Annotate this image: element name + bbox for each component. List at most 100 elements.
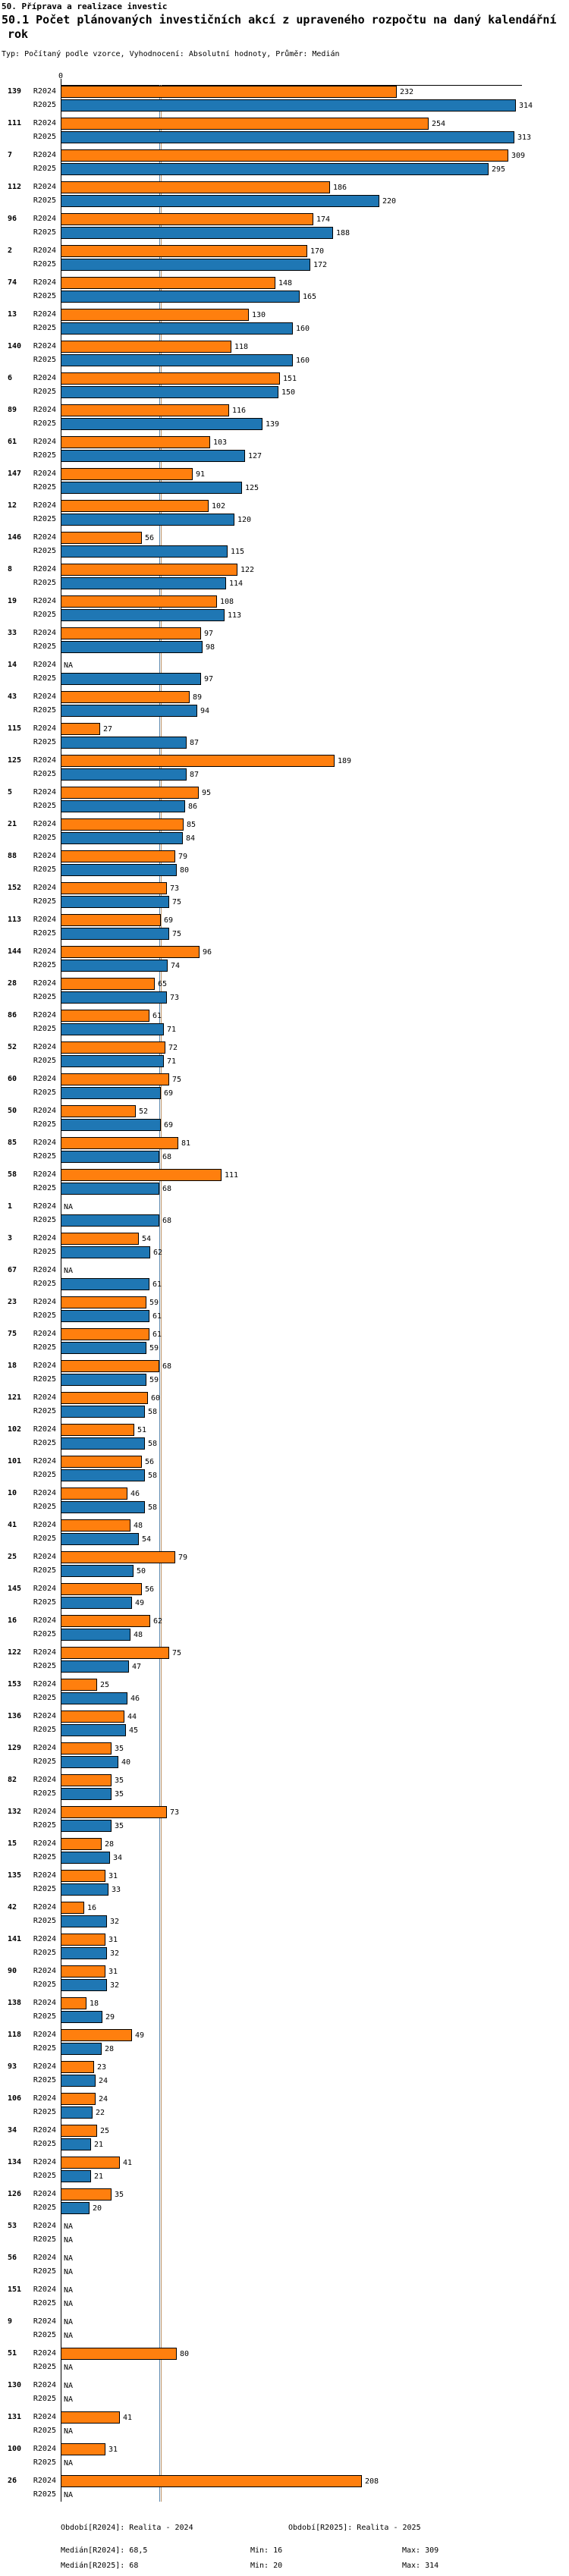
- series-row-label-r2024: R2024: [33, 1234, 56, 1242]
- bar-value-label: 50: [137, 1567, 146, 1575]
- bar-r2024: [61, 2188, 112, 2201]
- bar-value-label: 49: [135, 2031, 145, 2040]
- series-row-label-r2024: R2024: [33, 916, 56, 924]
- bar-value-label: 29: [105, 2013, 115, 2022]
- group-label: 8: [8, 565, 13, 573]
- na-value-label: NA: [64, 2332, 74, 2340]
- stat-min-r2024: Min: 16: [250, 2546, 283, 2555]
- bar-group: 82 R2024 35 R2025 35: [0, 1774, 569, 1806]
- bar-value-label: 51: [137, 1426, 147, 1434]
- group-label: 28: [8, 979, 17, 988]
- series-row-label-r2024: R2024: [33, 2445, 56, 2453]
- series-row-label-r2024: R2024: [33, 501, 56, 510]
- bar-r2024: [61, 1647, 169, 1659]
- na-value-label: NA: [64, 2286, 74, 2295]
- bar-group: 121 R2024 60 R2025 58: [0, 1392, 569, 1424]
- bar-group: 129 R2024 35 R2025 40: [0, 1742, 569, 1774]
- bar-r2025: [61, 1565, 134, 1577]
- bar-r2025: [61, 705, 197, 717]
- bar-value-label: 102: [212, 502, 226, 510]
- bar-value-label: 25: [100, 2127, 110, 2135]
- bar-r2025: [61, 1278, 149, 1290]
- bar-group: 33 R2024 97 R2025 98: [0, 627, 569, 659]
- bar-value-label: 254: [432, 120, 446, 128]
- stat-min-r2025: Min: 20: [250, 2562, 283, 2570]
- bar-value-label: 69: [164, 916, 174, 925]
- group-label: 52: [8, 1043, 17, 1051]
- bar-r2025: [61, 2106, 93, 2119]
- group-label: 75: [8, 1330, 17, 1338]
- bar-value-label: 188: [336, 229, 351, 237]
- bar-r2025: [61, 1214, 159, 1227]
- bar-value-label: 73: [170, 994, 180, 1002]
- bar-value-label: 48: [134, 1631, 143, 1639]
- series-row-label-r2024: R2024: [33, 183, 56, 191]
- bar-value-label: 58: [148, 1440, 158, 1448]
- bar-value-label: 170: [310, 247, 325, 256]
- bar-r2024: [61, 1583, 142, 1595]
- series-row-label-r2024: R2024: [33, 2317, 56, 2326]
- series-row-label-r2024: R2024: [33, 2413, 56, 2421]
- bar-value-label: 186: [333, 184, 347, 192]
- series-row-label-r2024: R2024: [33, 1553, 56, 1561]
- series-row-label-r2024: R2024: [33, 278, 56, 287]
- series-row-label-r2024: R2024: [33, 2349, 56, 2358]
- series-row-label-r2025: R2025: [33, 993, 56, 1001]
- bar-r2025: [61, 928, 169, 940]
- series-row-label-r2025: R2025: [33, 196, 56, 205]
- bar-group: 51 R2024 80 R2025 NA: [0, 2348, 569, 2380]
- series-row-label-r2024: R2024: [33, 1107, 56, 1115]
- bar-value-label: 23: [97, 2063, 107, 2072]
- bar-value-label: 31: [108, 1872, 118, 1880]
- series-row-label-r2025: R2025: [33, 1853, 56, 1861]
- bar-group: 135 R2024 31 R2025 33: [0, 1870, 569, 1902]
- series-row-label-r2024: R2024: [33, 1967, 56, 1975]
- bar-group: 5 R2024 95 R2025 86: [0, 787, 569, 818]
- bar-value-label: 68: [162, 1217, 172, 1225]
- series-row-label-r2025: R2025: [33, 1758, 56, 1766]
- series-row-label-r2025: R2025: [33, 324, 56, 332]
- group-label: 140: [8, 342, 22, 350]
- series-row-label-r2025: R2025: [33, 388, 56, 396]
- bar-group: 12 R2024 102 R2025 120: [0, 500, 569, 532]
- bar-value-label: 46: [130, 1695, 140, 1703]
- bar-r2025: [61, 1310, 149, 1322]
- bar-group: 118 R2024 49 R2025 28: [0, 2029, 569, 2061]
- bar-value-label: 62: [153, 1249, 163, 1257]
- bar-group: 113 R2024 69 R2025 75: [0, 914, 569, 946]
- series-row-label-r2025: R2025: [33, 1503, 56, 1511]
- series-row-label-r2025: R2025: [33, 419, 56, 428]
- bar-value-label: 75: [172, 1649, 182, 1657]
- bar-value-label: 58: [148, 1408, 158, 1416]
- bar-group: 146 R2024 56 R2025 115: [0, 532, 569, 564]
- bar-group: 34 R2024 25 R2025 21: [0, 2125, 569, 2157]
- bar-group: 132 R2024 73 R2025 35: [0, 1806, 569, 1838]
- series-row-label-r2024: R2024: [33, 852, 56, 860]
- bar-value-label: 86: [188, 803, 198, 811]
- bar-group: 130 R2024 NA R2025 NA: [0, 2380, 569, 2411]
- bar-value-label: 97: [204, 630, 214, 638]
- series-row-label-r2024: R2024: [33, 884, 56, 892]
- series-row-label-r2025: R2025: [33, 2331, 56, 2339]
- bar-r2025: [61, 1883, 108, 1896]
- bar-value-label: 89: [193, 693, 203, 702]
- bar-value-label: 41: [123, 2159, 133, 2167]
- bar-value-label: 130: [252, 311, 266, 319]
- series-row-label-r2025: R2025: [33, 1280, 56, 1288]
- bar-r2025: [61, 195, 379, 207]
- group-label: 7: [8, 151, 13, 159]
- bar-value-label: 35: [115, 2191, 124, 2199]
- bar-r2025: [61, 131, 514, 143]
- bar-value-label: 81: [181, 1139, 191, 1148]
- bar-value-label: 96: [203, 948, 212, 957]
- series-row-label-r2024: R2024: [33, 597, 56, 605]
- bar-value-label: 45: [129, 1726, 139, 1735]
- series-row-label-r2025: R2025: [33, 1248, 56, 1256]
- bar-group: 75 R2024 61 R2025 59: [0, 1328, 569, 1360]
- bar-r2024: [61, 787, 199, 799]
- bar-r2025: [61, 1501, 145, 1513]
- bar-value-label: 61: [152, 1312, 162, 1321]
- bar-r2025: [61, 99, 516, 112]
- bar-r2024: [61, 277, 275, 289]
- bar-value-label: 65: [158, 980, 168, 988]
